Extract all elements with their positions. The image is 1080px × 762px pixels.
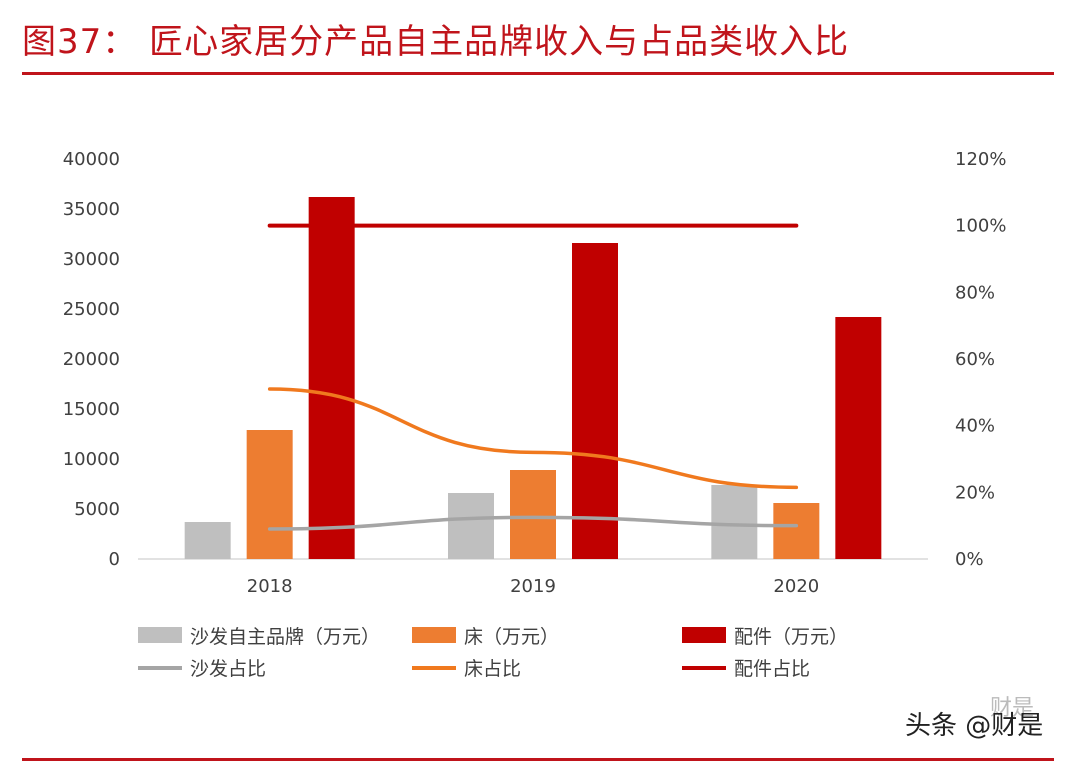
bar-bed — [510, 470, 556, 559]
line-bed-ratio — [267, 387, 799, 490]
bar-sofa — [448, 493, 494, 559]
y2-tick-label: 100% — [955, 216, 1006, 237]
x-tick-label: 2020 — [773, 576, 819, 597]
bar-sofa — [184, 522, 231, 559]
line-sofa-ratio — [267, 515, 799, 531]
y2-tick-label: 40% — [955, 416, 995, 437]
y-tick-label: 10000 — [63, 449, 120, 470]
y2-tick-label: 0% — [955, 549, 984, 570]
legend-label: 床占比 — [464, 658, 521, 680]
y-tick-label: 30000 — [63, 249, 120, 270]
bar-parts — [308, 197, 355, 559]
legend-label: 床（万元） — [464, 626, 559, 648]
y-tick-label: 35000 — [63, 199, 120, 220]
legend-label: 沙发自主品牌（万元） — [190, 626, 380, 648]
bar-parts — [572, 243, 618, 559]
watermark-ghost: 财是 — [990, 696, 1035, 721]
bottom-rule — [22, 758, 1054, 761]
legend-label: 沙发占比 — [190, 658, 266, 680]
x-tick-label: 2018 — [247, 576, 293, 597]
watermark: 头条 @财是 — [905, 711, 1044, 741]
y2-tick-label: 60% — [955, 349, 995, 370]
y-tick-label: 5000 — [74, 499, 120, 520]
y2-tick-label: 20% — [955, 482, 995, 503]
legend-label: 配件占比 — [734, 658, 810, 680]
bar-bed — [246, 430, 293, 559]
legend-label: 配件（万元） — [734, 626, 848, 648]
figure-title: 图37： 匠心家居分产品自主品牌收入与占品类收入比 — [22, 22, 850, 62]
y-tick-label: 0 — [109, 549, 120, 570]
legend-swatch — [682, 627, 726, 643]
legend-swatch — [412, 627, 456, 643]
legend-swatch — [138, 627, 182, 643]
y2-tick-label: 120% — [955, 149, 1006, 170]
bar-parts — [835, 317, 882, 559]
y-tick-label: 25000 — [63, 299, 120, 320]
bar-bed — [773, 503, 820, 559]
y-tick-label: 15000 — [63, 399, 120, 420]
x-tick-label: 2019 — [510, 576, 556, 597]
y-tick-label: 20000 — [63, 349, 120, 370]
y-tick-label: 40000 — [63, 149, 120, 170]
title-rule — [22, 72, 1054, 75]
y2-tick-label: 80% — [955, 282, 995, 303]
bar-sofa — [711, 485, 758, 559]
